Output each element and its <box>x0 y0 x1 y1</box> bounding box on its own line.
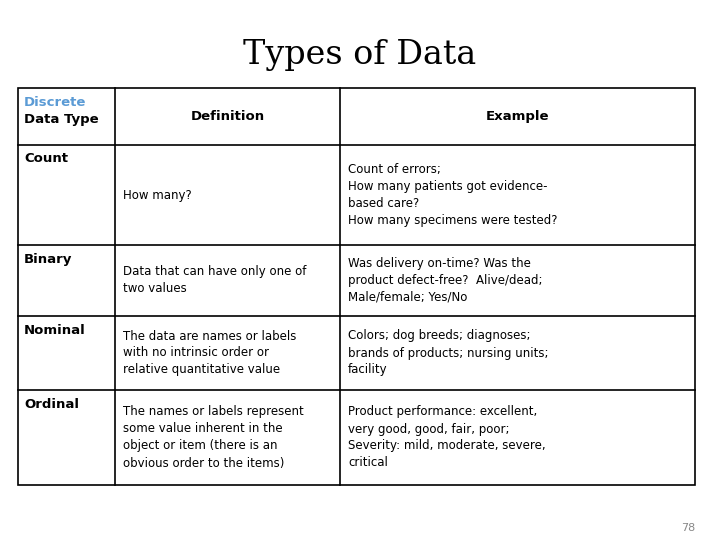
Text: Definition: Definition <box>190 110 264 123</box>
Text: The data are names or labels
with no intrinsic order or
relative quantitative va: The data are names or labels with no int… <box>123 329 297 376</box>
Text: Example: Example <box>486 110 549 123</box>
Bar <box>18 88 695 485</box>
Text: Data that can have only one of
two values: Data that can have only one of two value… <box>123 266 307 295</box>
Text: How many?: How many? <box>123 188 192 201</box>
Text: Was delivery on-time? Was the
product defect-free?  Alive/dead;
Male/female; Yes: Was delivery on-time? Was the product de… <box>348 257 542 304</box>
Text: Binary: Binary <box>24 253 73 266</box>
Text: Product performance: excellent,
very good, good, fair, poor;
Severity: mild, mod: Product performance: excellent, very goo… <box>348 406 546 469</box>
Text: 78: 78 <box>680 523 695 533</box>
Text: Colors; dog breeds; diagnoses;
brands of products; nursing units;
facility: Colors; dog breeds; diagnoses; brands of… <box>348 329 549 376</box>
Text: The names or labels represent
some value inherent in the
object or item (there i: The names or labels represent some value… <box>123 406 304 469</box>
Text: Count: Count <box>24 152 68 165</box>
Text: Discrete: Discrete <box>24 96 86 109</box>
Text: Ordinal: Ordinal <box>24 397 79 410</box>
Text: Nominal: Nominal <box>24 323 86 336</box>
Text: Types of Data: Types of Data <box>243 39 477 71</box>
Text: Data Type: Data Type <box>24 113 99 126</box>
Text: Count of errors;
How many patients got evidence-
based care?
How many specimens : Count of errors; How many patients got e… <box>348 163 557 227</box>
